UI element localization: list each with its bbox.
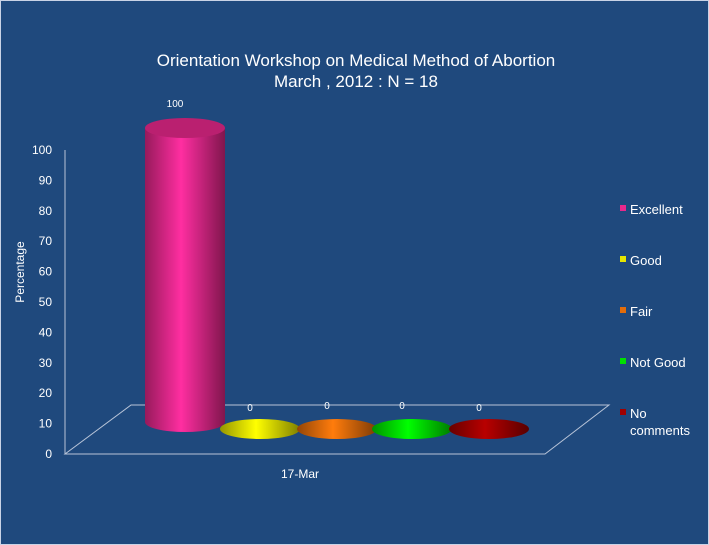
legend-label: No (630, 406, 647, 421)
y-axis-title: Percentage (13, 241, 27, 303)
y-tick-label: 90 (39, 173, 53, 187)
chart-floor (63, 404, 611, 455)
y-tick-label: 10 (39, 417, 53, 431)
bar-disc (449, 419, 529, 439)
legend-item: No comments (620, 406, 690, 438)
legend-label: Fair (630, 304, 653, 319)
y-tick-label: 0 (45, 447, 52, 461)
bar-fair: 0 (297, 401, 377, 439)
legend: Excellent Good Fair Not Good No comments (620, 202, 690, 438)
chart-title: Orientation Workshop on Medical Method o… (157, 51, 555, 70)
bar-disc (372, 419, 452, 439)
bar-not-good: 0 (372, 401, 452, 439)
legend-item: Fair (620, 304, 653, 319)
legend-label: Good (630, 253, 662, 268)
legend-label: Excellent (630, 202, 683, 217)
legend-swatch (620, 409, 626, 415)
legend-swatch (620, 205, 626, 211)
data-label: 0 (399, 401, 405, 412)
legend-swatch (620, 307, 626, 313)
y-tick-label: 40 (39, 325, 53, 339)
y-tick-label: 50 (39, 295, 53, 309)
bar-disc (297, 419, 377, 439)
y-tick-label: 100 (32, 143, 52, 157)
legend-item: Not Good (620, 355, 686, 370)
y-tick-label: 80 (39, 204, 53, 218)
y-tick-label: 20 (39, 386, 53, 400)
x-tick-label: 17-Mar (281, 467, 319, 481)
bar-good: 0 (220, 403, 300, 439)
data-label: 0 (247, 403, 253, 414)
y-tick-label: 30 (39, 356, 53, 370)
bar-top (145, 118, 225, 138)
data-label: 100 (167, 99, 184, 110)
chart-subtitle: March , 2012 : N = 18 (274, 72, 438, 91)
data-label: 0 (324, 401, 330, 412)
legend-label: comments (630, 423, 690, 438)
y-tick-label: 70 (39, 234, 53, 248)
legend-label: Not Good (630, 355, 686, 370)
bar-excellent: 100 (145, 99, 225, 432)
bar-no-comments: 0 (449, 403, 529, 439)
legend-swatch (620, 358, 626, 364)
y-axis-ticks: 0 10 20 30 40 50 60 70 80 90 100 (32, 143, 52, 461)
legend-item: Good (620, 253, 662, 268)
bar-disc (220, 419, 300, 439)
legend-item: Excellent (620, 202, 683, 217)
bar-body (145, 128, 225, 432)
legend-swatch (620, 256, 626, 262)
data-label: 0 (476, 403, 482, 414)
y-tick-label: 60 (39, 265, 53, 279)
chart-marks: 100 0 0 0 0 (145, 99, 529, 439)
